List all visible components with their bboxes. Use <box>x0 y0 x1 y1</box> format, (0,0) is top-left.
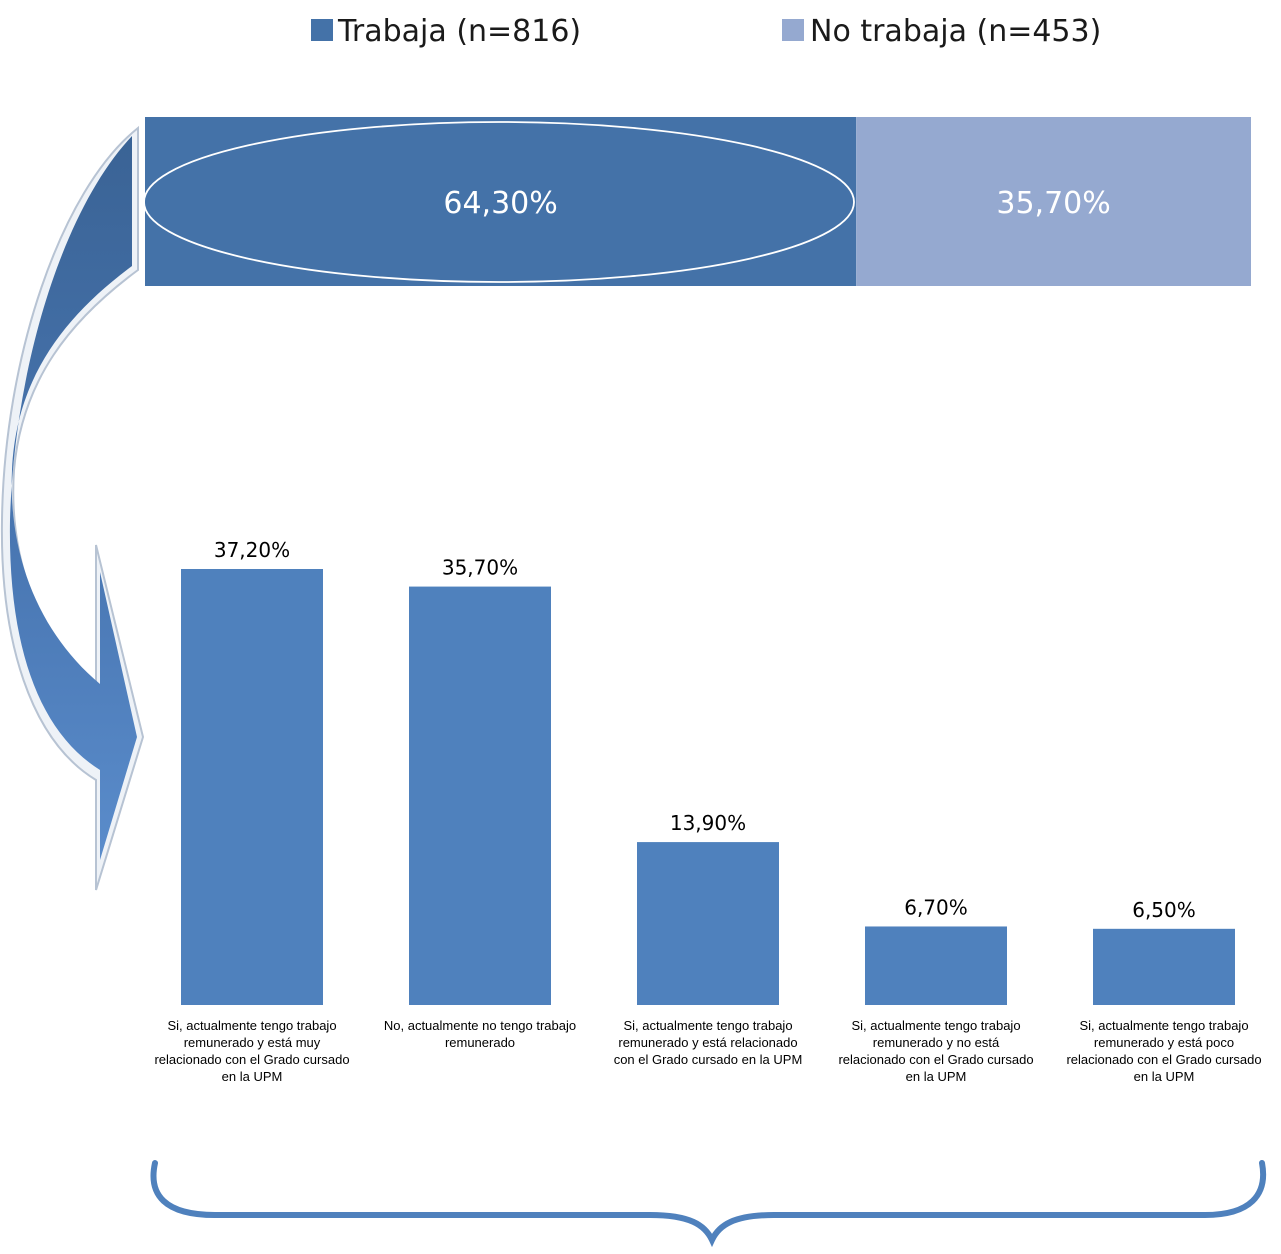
legend-label-trabaja: Trabaja (n=816) <box>337 14 581 49</box>
category-label-5: Si, actualmente tengo trabajo remunerado … <box>1066 1018 1261 1084</box>
segment-label-trabaja: 64,30% <box>443 186 557 221</box>
highlight-ellipse <box>143 121 855 283</box>
legend-swatch-trabaja <box>311 19 333 41</box>
bar-1 <box>181 569 323 1005</box>
bar-value-label-5: 6,50% <box>1132 898 1196 922</box>
segment-label-no-trabaja: 35,70% <box>996 186 1110 221</box>
bar-value-label-1: 37,20% <box>214 538 290 562</box>
category-label-1: Si, actualmente tengo trabajo remunerado … <box>154 1018 349 1084</box>
category-label-2: No, actualmente no tengo trabajo remunera… <box>384 1018 576 1050</box>
legend-swatch-no-trabaja <box>782 19 804 41</box>
bar-value-label-3: 13,90% <box>670 811 746 835</box>
bar-3 <box>637 842 779 1005</box>
bar-5 <box>1093 928 1235 1005</box>
bar-chart: 37,20% Si, actualmente tengo trabajo remun… <box>154 538 1261 1084</box>
curved-arrow-icon <box>0 125 145 891</box>
bar-2 <box>409 586 551 1005</box>
stacked-bar: 64,30% 35,70% <box>143 117 1251 286</box>
category-label-3: Si, actualmente tengo trabajo remunerado … <box>614 1018 803 1067</box>
legend-label-no-trabaja: No trabaja (n=453) <box>810 14 1101 49</box>
bar-value-label-4: 6,70% <box>904 895 968 919</box>
bar-4 <box>865 926 1007 1005</box>
bar-segment-no-trabaja <box>856 117 1251 286</box>
bar-value-label-2: 35,70% <box>442 556 518 580</box>
category-label-4: Si, actualmente tengo trabajo remunerado … <box>838 1018 1033 1084</box>
legend: Trabaja (n=816) No trabaja (n=453) <box>311 14 1101 49</box>
bar-segment-trabaja <box>145 117 857 286</box>
brace-icon <box>150 1160 1267 1248</box>
